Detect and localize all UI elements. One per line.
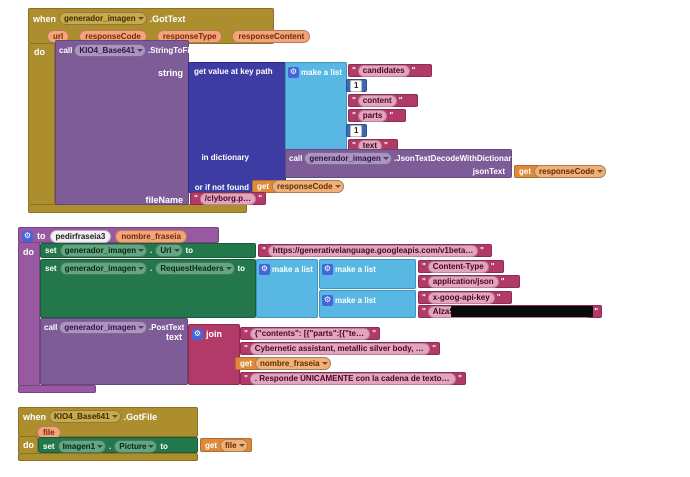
method-name: .StringToFile [147, 45, 197, 55]
param-responsecontent[interactable]: responseContent [232, 29, 311, 43]
call-jsondecode-block[interactable]: call generador_imagen .JsonTextDecodeWit… [285, 149, 523, 178]
gear-icon[interactable] [288, 66, 299, 78]
jsontext-socket-label: jsonText [472, 167, 505, 176]
text-block-api-key-header[interactable]: x-goog-api-key [418, 291, 512, 304]
event-block-gottext[interactable]: when generador_imagen .GotText url respo… [28, 8, 311, 44]
number-block[interactable]: 1 [346, 79, 367, 92]
number-block[interactable]: 1 [346, 124, 367, 137]
gear-icon[interactable] [22, 230, 33, 242]
procedure-header[interactable]: to pedirfraseia3 nombre_fraseia [18, 227, 219, 243]
string-socket-label: string [157, 68, 183, 78]
text-block-content[interactable]: content [348, 94, 418, 107]
text-block-json-prefix[interactable]: {"contents": [{"parts":[{"text": " [240, 327, 380, 340]
variable-dropdown[interactable]: file [220, 438, 248, 452]
text-block-parts[interactable]: parts [348, 109, 406, 122]
property-dropdown[interactable]: RequestHeaders [155, 261, 235, 275]
procedure-bottom[interactable] [18, 385, 96, 393]
text-block-api-key-value[interactable]: AIzaS [418, 305, 602, 318]
text-block-prompt[interactable]: Cybernetic assistant, metallic silver bo… [240, 342, 440, 355]
event-block-gotfile[interactable]: when KIO4_Base641 .GotFile file [18, 407, 198, 439]
do-label: do [23, 440, 34, 450]
component-dropdown[interactable]: KIO4_Base641 [49, 410, 121, 423]
text-block-responde[interactable]: . Responde ÚNICAMENTE con la cadena de t… [240, 372, 466, 385]
get-responsecode-block[interactable]: get responseCode [514, 165, 606, 178]
gear-icon[interactable] [192, 328, 203, 340]
text-block-url[interactable]: https://generativelanguage.googleapis.co… [258, 244, 492, 257]
param-responsetype[interactable]: responseType [156, 29, 223, 43]
call-posttext-block[interactable]: call generador_imagen .PostText text [40, 318, 188, 385]
do-label: do [34, 47, 45, 57]
method-name: .PostText [148, 323, 185, 332]
text-block-content-type[interactable]: Content-Type [418, 260, 504, 273]
variable-dropdown[interactable]: responseCode [534, 165, 606, 178]
set-picture-block[interactable]: set Imagen1 . Picture to [38, 437, 198, 453]
call-label: call [59, 45, 73, 55]
event-name: .GotText [149, 13, 186, 24]
component-dropdown[interactable]: Imagen1 [57, 439, 107, 453]
gear-icon[interactable] [322, 263, 333, 275]
variable-dropdown[interactable]: nombre_fraseia [255, 357, 331, 370]
gear-icon[interactable] [322, 294, 333, 306]
component-dropdown[interactable]: generador_imagen [304, 152, 392, 165]
call-label: call [289, 154, 303, 163]
call-stringtofile-block[interactable]: call KIO4_Base641 .StringToFile string f… [55, 40, 196, 205]
event-block-bottom[interactable] [28, 204, 247, 213]
text-block-filename[interactable]: /clyborg.png [190, 192, 266, 205]
filename-socket-label: fileName [145, 195, 183, 205]
component-dropdown[interactable]: generador_imagen [59, 12, 147, 25]
join-label: join [206, 329, 222, 339]
to-label: to [37, 231, 46, 241]
component-dropdown[interactable]: KIO4_Base641 [74, 43, 146, 57]
make-a-list-keypath-block[interactable]: make a list [285, 62, 347, 152]
redaction-bar [451, 306, 593, 317]
procedure-param[interactable]: nombre_fraseia [115, 229, 187, 243]
gear-icon[interactable] [259, 263, 270, 275]
param-file[interactable]: file [37, 426, 61, 439]
set-url-block[interactable]: set generador_imagen . Url to [40, 243, 256, 258]
when-label: when [33, 13, 57, 24]
property-dropdown[interactable]: Url [155, 244, 183, 257]
make-a-list-headers-block[interactable]: make a list [256, 259, 318, 318]
get-value-label: get value at key path [194, 67, 273, 76]
get-nombre-fraseia-block[interactable]: get nombre_fraseia [235, 357, 331, 370]
event-block-do-column[interactable]: do [18, 436, 38, 454]
component-dropdown[interactable]: generador_imagen [59, 261, 148, 275]
method-name: .JsonTextDecodeWithDictionaries [393, 154, 523, 163]
make-a-list-header2-block[interactable]: make a list [319, 290, 416, 318]
join-block[interactable]: join [188, 324, 240, 385]
procedure-do-column[interactable]: do [18, 242, 40, 386]
procedure-name-field[interactable]: pedirfraseia3 [49, 229, 112, 243]
component-dropdown[interactable]: generador_imagen [59, 244, 148, 257]
property-dropdown[interactable]: Picture [114, 439, 158, 453]
make-a-list-label: make a list [301, 67, 342, 77]
set-requestheaders-block[interactable]: set generador_imagen . RequestHeaders to [40, 259, 256, 318]
in-dictionary-label: in dictionary [201, 153, 249, 162]
text-block-candidates[interactable]: candidates [348, 64, 432, 77]
do-label: do [23, 247, 34, 257]
component-dropdown[interactable]: generador_imagen [59, 321, 147, 334]
event-name: .GotFile [123, 411, 158, 422]
event-block-do-column[interactable]: do [28, 43, 55, 205]
get-responsecode-block[interactable]: get responseCode [252, 180, 344, 193]
or-if-not-found-label: or if not found [194, 183, 249, 192]
event-block-bottom[interactable] [18, 453, 198, 461]
text-socket-label: text [165, 332, 182, 342]
get-file-block[interactable]: get file [200, 438, 252, 452]
variable-dropdown[interactable]: responseCode [272, 180, 344, 193]
make-a-list-header1-block[interactable]: make a list [319, 259, 416, 289]
text-block-application-json[interactable]: application/json [418, 275, 520, 288]
get-value-at-key-path-block[interactable]: get value at key path in dictionary or i… [188, 62, 286, 193]
